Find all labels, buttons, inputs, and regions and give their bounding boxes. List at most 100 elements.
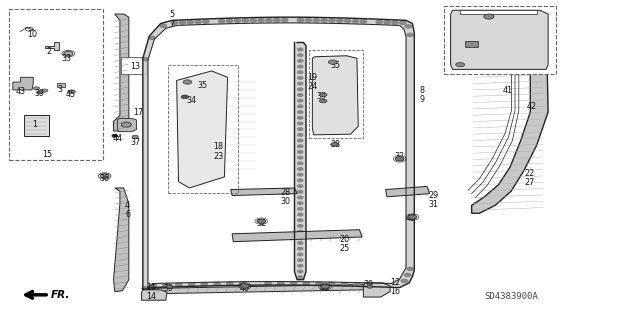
Circle shape: [148, 36, 155, 39]
Circle shape: [298, 71, 303, 73]
Polygon shape: [294, 42, 306, 280]
Circle shape: [337, 19, 343, 22]
Text: 26: 26: [454, 35, 464, 44]
Circle shape: [321, 285, 330, 289]
Circle shape: [179, 21, 186, 24]
Circle shape: [201, 283, 207, 286]
Circle shape: [298, 213, 303, 216]
Circle shape: [298, 196, 303, 199]
Polygon shape: [460, 10, 537, 14]
Polygon shape: [386, 186, 429, 197]
Circle shape: [266, 19, 272, 22]
Polygon shape: [451, 10, 548, 69]
Polygon shape: [113, 188, 129, 292]
Circle shape: [188, 283, 195, 286]
Text: 8: 8: [419, 86, 424, 95]
Circle shape: [354, 283, 360, 286]
Circle shape: [291, 282, 297, 285]
Circle shape: [257, 219, 266, 223]
Circle shape: [195, 20, 201, 24]
Circle shape: [484, 14, 494, 19]
Text: 35: 35: [492, 15, 502, 24]
Circle shape: [298, 225, 303, 227]
Text: 31: 31: [428, 200, 438, 209]
Circle shape: [298, 253, 303, 256]
Circle shape: [367, 283, 373, 286]
Circle shape: [112, 135, 117, 137]
Text: 13: 13: [130, 62, 140, 71]
Polygon shape: [232, 230, 362, 242]
Polygon shape: [145, 285, 368, 294]
Circle shape: [303, 282, 310, 285]
Text: 12: 12: [390, 278, 400, 287]
Circle shape: [298, 100, 303, 102]
Circle shape: [227, 19, 233, 23]
Circle shape: [172, 21, 177, 25]
Circle shape: [298, 77, 303, 79]
Circle shape: [142, 287, 148, 290]
Text: 34: 34: [186, 97, 196, 106]
Text: 41: 41: [503, 86, 513, 95]
Circle shape: [227, 282, 233, 285]
Text: 28: 28: [280, 188, 291, 197]
Circle shape: [160, 24, 166, 27]
Text: 35: 35: [197, 81, 207, 90]
Circle shape: [298, 208, 303, 210]
Text: 25: 25: [339, 243, 349, 253]
Circle shape: [298, 242, 303, 244]
Circle shape: [218, 19, 225, 23]
Circle shape: [298, 82, 303, 85]
Text: 32: 32: [395, 152, 404, 161]
Circle shape: [234, 19, 241, 22]
Circle shape: [367, 285, 373, 288]
Text: 19: 19: [307, 73, 317, 82]
Text: 5: 5: [170, 10, 175, 19]
Polygon shape: [465, 41, 478, 47]
Circle shape: [187, 21, 193, 24]
Text: FR.: FR.: [51, 290, 70, 300]
Polygon shape: [141, 290, 167, 300]
Text: 23: 23: [213, 152, 223, 161]
Text: 20: 20: [339, 235, 349, 244]
Circle shape: [298, 179, 303, 182]
Polygon shape: [113, 14, 129, 131]
Circle shape: [100, 174, 109, 178]
Circle shape: [298, 219, 303, 221]
Polygon shape: [312, 56, 358, 135]
Circle shape: [405, 25, 412, 28]
Text: 27: 27: [524, 178, 534, 187]
Bar: [309, 50, 364, 138]
Circle shape: [319, 93, 327, 97]
Bar: [120, 57, 146, 74]
Circle shape: [298, 168, 303, 170]
Circle shape: [278, 282, 284, 285]
Circle shape: [298, 264, 303, 267]
Circle shape: [376, 20, 382, 24]
Polygon shape: [45, 42, 59, 50]
Circle shape: [298, 151, 303, 153]
Text: 3: 3: [58, 85, 63, 94]
Circle shape: [344, 19, 351, 23]
Text: 45: 45: [65, 90, 76, 99]
Circle shape: [241, 284, 249, 288]
Text: 17: 17: [133, 108, 143, 116]
Circle shape: [242, 19, 248, 22]
Text: 9: 9: [419, 95, 424, 104]
Circle shape: [395, 157, 404, 161]
Circle shape: [214, 282, 220, 286]
Text: 36: 36: [100, 174, 109, 183]
Circle shape: [265, 282, 271, 285]
Circle shape: [183, 80, 192, 84]
Circle shape: [298, 116, 303, 119]
Circle shape: [298, 276, 303, 278]
Circle shape: [305, 19, 312, 22]
Circle shape: [298, 156, 303, 159]
Circle shape: [328, 282, 335, 286]
Text: 32: 32: [256, 219, 266, 228]
Circle shape: [380, 284, 386, 287]
Circle shape: [392, 21, 398, 24]
Circle shape: [404, 273, 411, 277]
Circle shape: [33, 87, 40, 90]
Circle shape: [456, 63, 465, 67]
Circle shape: [203, 20, 209, 23]
